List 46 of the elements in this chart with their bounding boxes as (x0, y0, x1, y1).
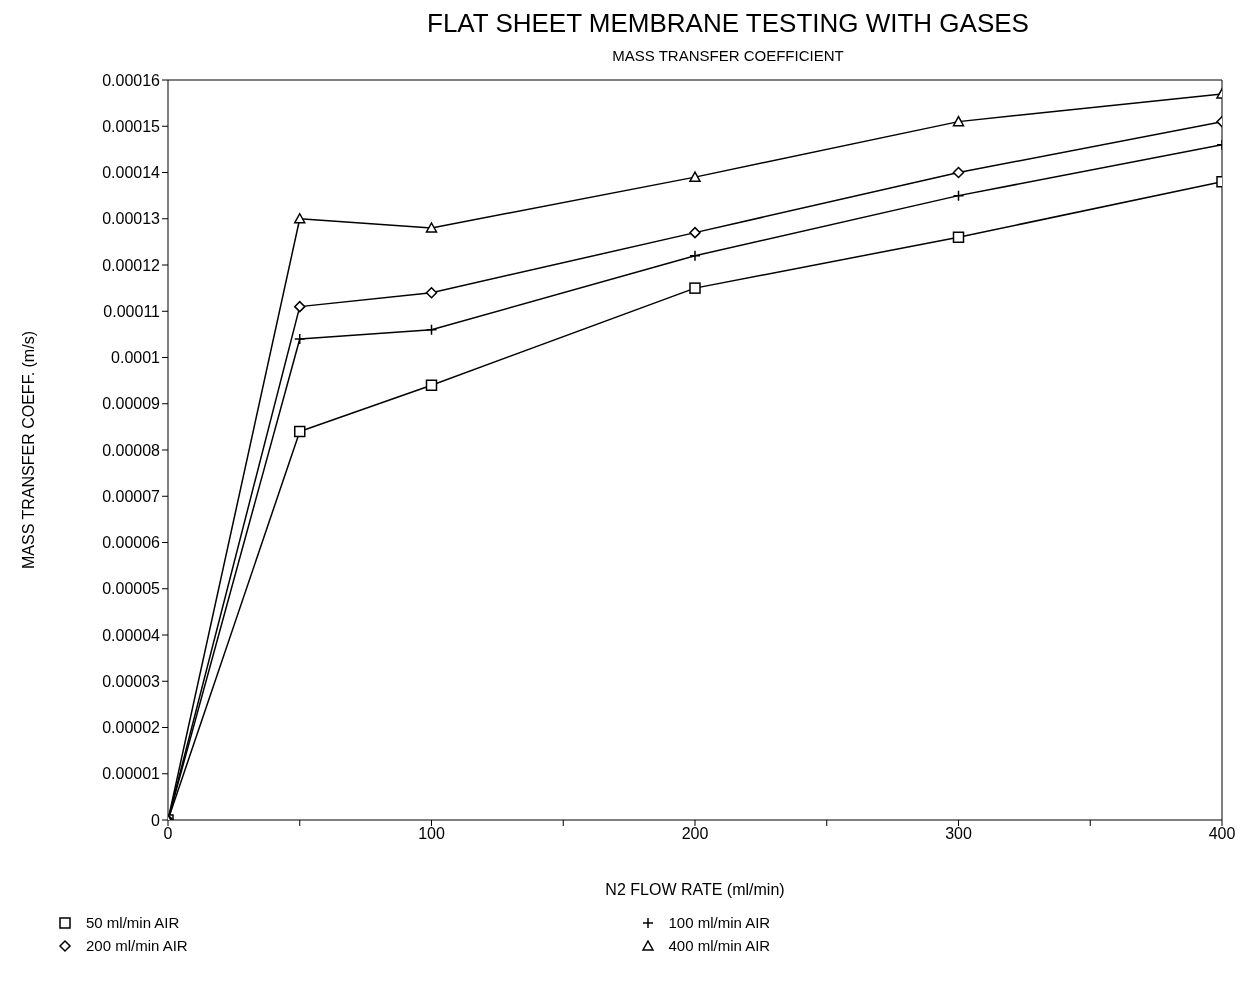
legend-label: 100 ml/min AIR (668, 914, 771, 931)
point (294, 213, 306, 224)
point (425, 222, 438, 233)
point (952, 166, 965, 179)
y-tick-label: 0.00001 (102, 765, 161, 783)
y-tick-label: 0.00009 (102, 395, 161, 413)
point (294, 425, 306, 438)
x-tick-label: 200 (681, 825, 709, 843)
y-tick-label: 0.00006 (102, 534, 161, 552)
x-tick-label: 300 (945, 825, 972, 843)
x-tick-label: 0 (163, 825, 173, 843)
point (294, 333, 306, 345)
y-tick-label: 0.00008 (102, 441, 161, 459)
y-tick-label: 0.00015 (102, 117, 161, 135)
point (689, 226, 701, 239)
y-tick-label: 0.00012 (102, 256, 161, 274)
x-tick-label: 400 (1208, 825, 1236, 843)
point (425, 324, 438, 336)
point (689, 171, 701, 182)
x-tick-label: 100 (418, 825, 445, 843)
legend-label: 200 ml/min AIR (86, 937, 188, 954)
point (952, 115, 965, 127)
x-axis-title: N2 FLOW RATE (ml/min) (605, 881, 785, 898)
y-tick-label: 0.00002 (102, 719, 161, 737)
point (689, 250, 701, 262)
legend-label: 400 ml/min AIR (668, 937, 771, 954)
y-tick-label: 0 (151, 811, 161, 829)
y-tick-label: 0.00014 (102, 164, 161, 182)
y-axis-title: MASS TRANSFER COEFF. (m/s) (19, 331, 37, 569)
point (294, 300, 306, 313)
chart-subtitle: MASS TRANSFER COEFFICIENT (611, 47, 845, 64)
y-tick-label: 0.00004 (102, 626, 161, 644)
point (952, 189, 965, 202)
y-tick-label: 0.00013 (102, 210, 161, 228)
y-tick-label: 0.00007 (102, 487, 161, 505)
y-tick-label: 0.00003 (102, 672, 161, 690)
point (952, 231, 965, 243)
y-tick-label: 0.00016 (102, 71, 161, 89)
y-tick-label: 0.00011 (103, 302, 161, 320)
point (689, 282, 701, 294)
point (425, 287, 438, 299)
y-tick-label: 0.0001 (111, 349, 161, 367)
chart-title: FLAT SHEET MEMBRANE TESTING WITH GASES (426, 8, 1030, 39)
point (425, 379, 438, 391)
y-tick-label: 0.00005 (102, 580, 161, 598)
legend-label: 50 ml/min AIR (86, 914, 180, 931)
